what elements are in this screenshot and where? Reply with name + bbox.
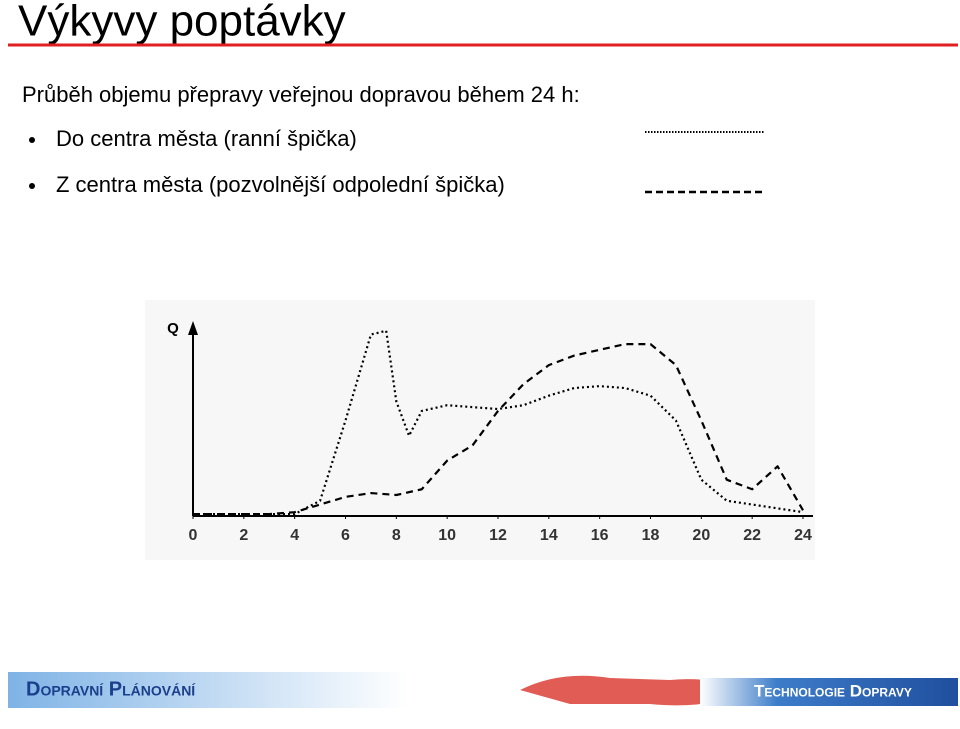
footer-left: Dopravní Plánování [26,678,196,700]
plot: Q0 2 4 6 8 10 12 14 16 18 20 22 24 [167,320,813,544]
legend-label: Z centra města (pozvolnější odpolední šp… [56,172,505,197]
footer-right: Technologie Dopravy [754,681,912,700]
x-tick-label: 16 [591,527,609,544]
y-axis-label: Q [167,320,179,337]
x-tick-label: 20 [692,527,710,544]
series-line [193,329,804,516]
x-tick-label: 14 [540,527,558,544]
series-line [193,343,804,516]
x-tick-label: 0 [189,527,198,544]
bullet [29,137,35,143]
x-tick-label: 18 [642,527,660,544]
intro: Průběh objemu přepravy veřejnou dopravou… [22,82,580,107]
slide-title: Výkyvy poptávky [18,0,346,46]
x-tick-label: 2 [239,527,248,544]
footer-left-band [8,672,408,708]
x-tick-label: 22 [743,527,761,544]
legend: Do centra města (ranní špička) Z centra m… [29,126,765,197]
chart-bg [145,300,815,560]
footer-vehicles [520,675,750,706]
footer-right-band [700,678,958,706]
x-tick-label: 6 [341,527,350,544]
x-tick-label: 12 [489,527,507,544]
x-tick-label: 8 [392,527,401,544]
bullet [29,183,35,189]
x-tick-label: 24 [794,527,812,544]
y-axis-arrow [188,321,198,335]
legend-label: Do centra města (ranní špička) [56,126,357,151]
x-tick-label: 10 [438,527,456,544]
x-tick-label: 4 [290,527,299,544]
